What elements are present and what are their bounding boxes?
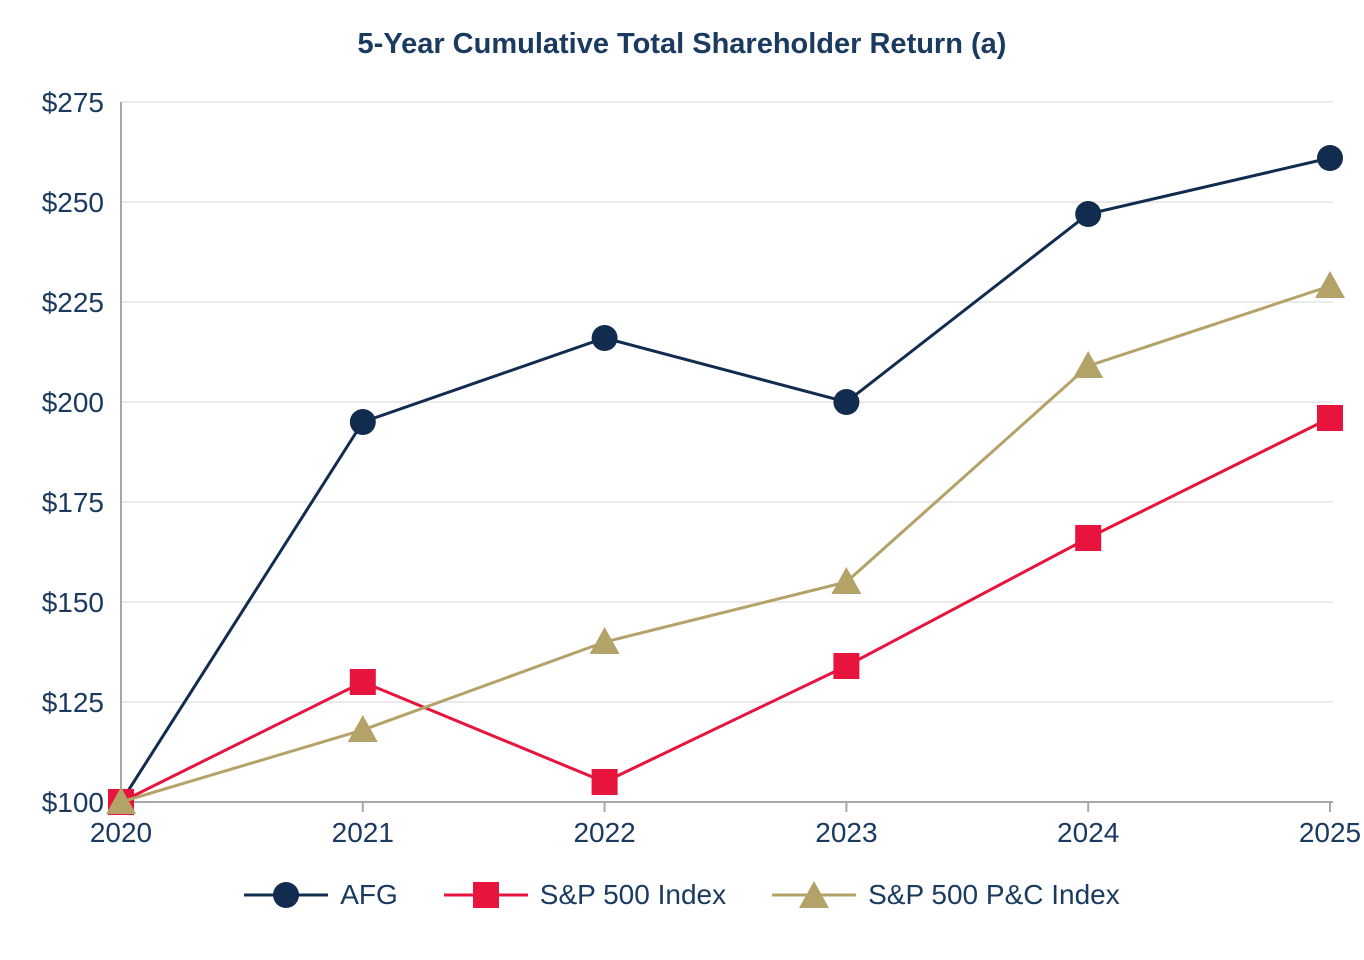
afg-circle-marker-icon: [244, 882, 329, 908]
sp500-square-marker-icon: [443, 882, 528, 908]
data-point-triangle-2020: [106, 787, 136, 814]
x-tick-label: 2025: [1299, 817, 1361, 848]
data-point-triangle-2025: [1315, 271, 1345, 298]
legend-label-sp500: S&P 500 Index: [539, 879, 727, 910]
y-tick-label: $125: [42, 687, 104, 718]
x-tick-label: 2021: [332, 817, 394, 848]
y-tick-label: $100: [42, 787, 104, 818]
x-tick-label: 2024: [1057, 817, 1119, 848]
chart-legend: AFG S&P 500 Index S&P 500 P&C Index: [0, 878, 1364, 912]
data-point-circle-2023: [833, 389, 860, 415]
data-point-square-2022: [591, 769, 618, 795]
data-point-circle-2021: [349, 409, 376, 435]
y-tick-label: $150: [42, 587, 104, 618]
data-point-square-2021: [349, 669, 376, 695]
y-tick-label: $275: [42, 87, 104, 118]
data-point-circle-2022: [591, 325, 618, 351]
series-line-sp500: [120, 416, 1331, 804]
data-point-square-2024: [1075, 525, 1102, 551]
y-tick-label: $175: [42, 487, 104, 518]
sp500pc-triangle-marker-icon: [772, 881, 857, 908]
data-point-circle-2025: [1317, 145, 1343, 171]
series-line-sp500pc: [120, 284, 1331, 804]
legend-label-sp500pc: S&P 500 P&C Index: [868, 879, 1120, 910]
y-tick-label: $225: [42, 287, 104, 318]
data-point-triangle-2021: [347, 715, 378, 742]
y-tick-label: $200: [42, 387, 104, 418]
legend-item-sp500pc: S&P 500 P&C Index: [772, 878, 1120, 912]
series-line-afg: [119, 156, 1331, 803]
data-point-triangle-2022: [589, 627, 620, 654]
chart-title: 5-Year Cumulative Total Shareholder Retu…: [357, 28, 1007, 60]
data-point-square-2025: [1317, 405, 1343, 431]
legend-item-afg: AFG: [244, 878, 398, 912]
x-tick-label: 2020: [90, 817, 152, 848]
data-point-triangle-2023: [831, 567, 862, 594]
data-point-square-2023: [833, 653, 860, 679]
x-tick-label: 2023: [815, 817, 877, 848]
x-tick-label: 2022: [573, 817, 635, 848]
data-point-triangle-2024: [1073, 351, 1104, 378]
legend-item-sp500: S&P 500 Index: [443, 878, 727, 912]
legend-label-afg: AFG: [340, 879, 398, 910]
data-point-circle-2024: [1075, 201, 1102, 227]
y-tick-label: $250: [42, 187, 104, 218]
